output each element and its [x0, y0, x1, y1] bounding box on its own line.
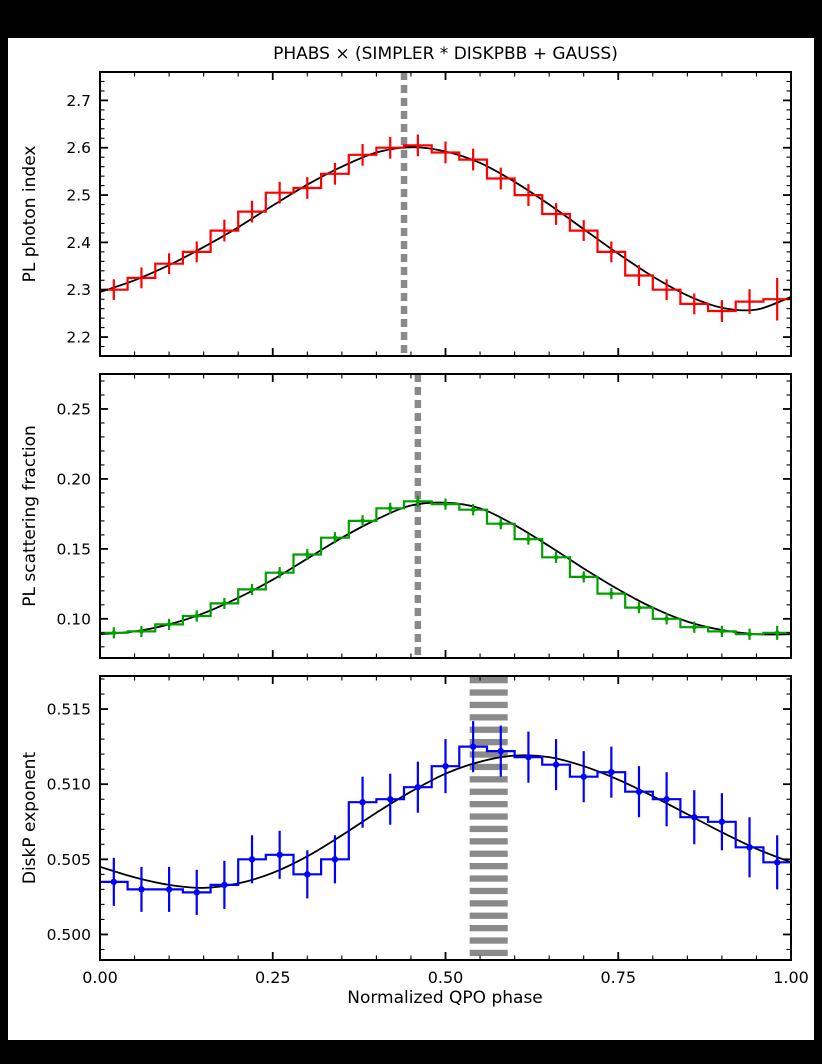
y-tick-label: 2.5	[66, 187, 91, 205]
x-tick-label: 0.00	[82, 968, 118, 987]
y-tick-label: 0.515	[47, 701, 91, 719]
step-series	[100, 745, 791, 894]
chart-title: PHABS × (SIMPLER * DISKPBB + GAUSS)	[273, 44, 618, 64]
error-bars	[111, 495, 780, 640]
x-tick-label: 0.25	[255, 968, 291, 987]
y-tick-label: 2.6	[66, 139, 91, 157]
qpo-phase-marker-band	[469, 677, 508, 957]
panel-pl-photon-index: 2.2 2.3 2.4 2.5 2.6 2.7	[66, 71, 792, 357]
y-tick-label: 2.7	[66, 92, 91, 110]
y-tick-label: 0.510	[47, 776, 91, 794]
fit-curve	[100, 501, 791, 636]
step-series	[100, 144, 791, 313]
panel-diskp-exponent: 0.500 0.505 0.510 0.515 0.00 0.25 0.50 0.75 1.00	[47, 675, 809, 987]
error-bars	[110, 721, 781, 915]
axes-frame	[99, 71, 792, 357]
y-tick-label: 0.10	[56, 610, 91, 628]
panel-pl-scattering-fraction: 0.10 0.15 0.20 0.25	[56, 373, 792, 659]
fit-curve	[100, 146, 791, 312]
x-tick-label: 0.75	[600, 968, 636, 987]
y-tick-label: 2.2	[66, 329, 91, 347]
matplotlib-figure: PHABS × (SIMPLER * DISKPBB + GAUSS) PL p…	[8, 38, 814, 1040]
y-tick-label: 2.3	[66, 281, 91, 299]
y-tick-label: 0.505	[47, 851, 91, 869]
plot-svg: 2.22.32.42.52.62.70.100.150.200.250.5000…	[47, 71, 809, 987]
y-tick-label: 0.500	[47, 926, 91, 944]
xlabel: Normalized QPO phase	[347, 988, 543, 1008]
y-tick-label: 0.15	[56, 540, 91, 558]
x-tick-label: 0.50	[428, 968, 464, 987]
y-tick-label: 0.25	[56, 400, 91, 418]
x-tick-label: 1.00	[773, 968, 809, 987]
step-series	[100, 500, 791, 636]
y-tick-label: 0.20	[56, 470, 91, 488]
y-tick-label: 2.4	[66, 234, 91, 252]
error-bars	[112, 134, 779, 322]
